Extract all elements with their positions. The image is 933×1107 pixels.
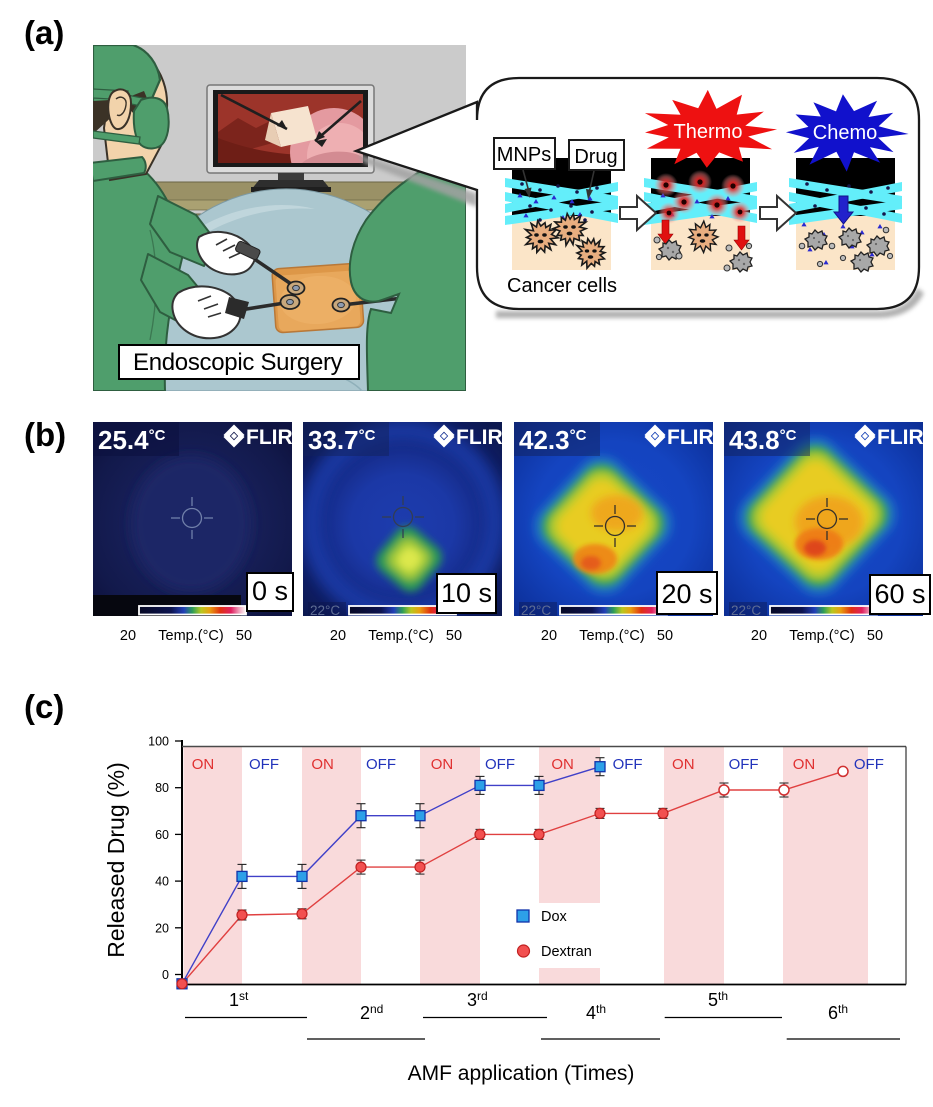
svg-text:OFF: OFF [729,756,759,773]
svg-text:20: 20 [155,921,169,935]
svg-text:20: 20 [330,628,346,644]
svg-text:OFF: OFF [485,756,515,773]
svg-text:20: 20 [120,628,136,644]
svg-text:ON: ON [793,756,816,773]
svg-text:50: 50 [446,628,462,644]
svg-text:ON: ON [672,756,695,773]
svg-text:20: 20 [751,628,767,644]
svg-text:(a): (a) [24,14,64,51]
svg-text:FLIR: FLIR [877,426,924,449]
svg-text:3: 3 [467,990,477,1010]
svg-text:50: 50 [867,628,883,644]
svg-text:6: 6 [828,1003,838,1023]
svg-text:ON: ON [192,756,215,773]
svg-text:22°C: 22°C [521,603,551,618]
svg-text:40: 40 [155,875,169,889]
svg-text:ON: ON [551,756,574,773]
svg-text:Temp.(°C): Temp.(°C) [579,628,644,644]
svg-text:Chemo: Chemo [813,122,877,144]
svg-text:Dextran: Dextran [541,944,592,960]
svg-text:Cancer cells: Cancer cells [507,275,617,297]
svg-text:60 s: 60 s [874,579,925,609]
svg-text:OFF: OFF [854,756,884,773]
svg-text:th: th [838,1002,848,1016]
svg-text:Temp.(°C): Temp.(°C) [368,628,433,644]
svg-text:50: 50 [657,628,673,644]
svg-text:MNPs: MNPs [497,144,551,166]
svg-text:60: 60 [155,828,169,842]
svg-text:50: 50 [236,628,252,644]
svg-text:0 s: 0 s [252,576,288,606]
svg-text:4: 4 [586,1003,596,1023]
svg-text:Temp.(°C): Temp.(°C) [158,628,223,644]
svg-text:th: th [718,989,728,1003]
svg-text:10 s: 10 s [441,578,492,608]
svg-text:OFF: OFF [249,756,279,773]
svg-text:st: st [239,989,249,1003]
svg-text:(c): (c) [24,688,64,725]
svg-text:OFF: OFF [613,756,643,773]
svg-text:5: 5 [708,990,718,1010]
svg-text:20 s: 20 s [661,579,712,609]
svg-text:0: 0 [162,968,169,982]
svg-text:22°C: 22°C [310,603,340,618]
svg-text:ON: ON [431,756,454,773]
svg-text:22°C: 22°C [731,603,761,618]
svg-text:FLIR: FLIR [667,426,714,449]
svg-text:2: 2 [360,1003,370,1023]
svg-text:ON: ON [311,756,334,773]
svg-text:(b): (b) [24,416,66,453]
svg-text:nd: nd [370,1002,383,1016]
svg-text:FLIR: FLIR [246,426,293,449]
svg-text:80: 80 [155,781,169,795]
svg-text:AMF application (Times): AMF application (Times) [408,1062,635,1085]
svg-text:Released Drug (%): Released Drug (%) [103,762,129,958]
svg-text:rd: rd [477,989,488,1003]
svg-text:th: th [596,1002,606,1016]
svg-text:1: 1 [229,990,239,1010]
svg-text:FLIR: FLIR [456,426,503,449]
svg-text:Temp.(°C): Temp.(°C) [789,628,854,644]
svg-text:Dox: Dox [541,909,568,925]
svg-text:OFF: OFF [366,756,396,773]
svg-text:100: 100 [148,735,169,749]
svg-text:Drug: Drug [574,146,617,168]
svg-text:Thermo: Thermo [674,121,743,143]
svg-text:20: 20 [541,628,557,644]
svg-text:Endoscopic Surgery: Endoscopic Surgery [133,349,343,376]
